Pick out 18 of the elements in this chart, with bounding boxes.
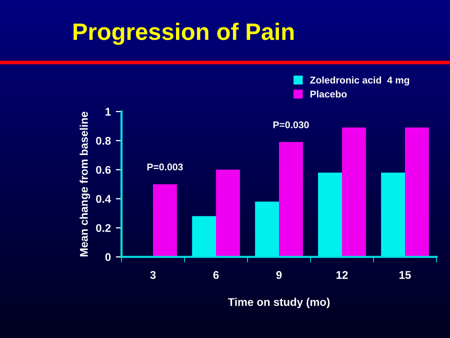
y-tick-label: 0.2	[96, 224, 111, 232]
x-tick-label: 6	[213, 271, 219, 279]
x-tick-label: 3	[150, 271, 156, 279]
legend-label: Zoledronic acid 4 mg	[310, 76, 410, 86]
y-tick-label: 0.4	[96, 195, 112, 203]
legend-label: Placebo	[310, 90, 347, 98]
annotation: P=0.030	[273, 121, 309, 128]
chart-title: Progression of Pain	[74, 22, 294, 45]
y-axis-title: Mean change from baseline	[80, 112, 90, 256]
y-tick-label: 1	[106, 108, 111, 116]
annotation: P=0.003	[147, 164, 183, 170]
y-tick-label: 0.6	[96, 166, 111, 174]
x-tick-label: 12	[336, 271, 348, 279]
y-tick-label: 0	[105, 253, 111, 262]
x-tick-label: 9	[276, 271, 282, 279]
x-axis-title: Time on study (mo)	[228, 298, 330, 308]
y-tick-label: 0.8	[96, 136, 111, 145]
x-tick-label: 15	[400, 271, 411, 279]
